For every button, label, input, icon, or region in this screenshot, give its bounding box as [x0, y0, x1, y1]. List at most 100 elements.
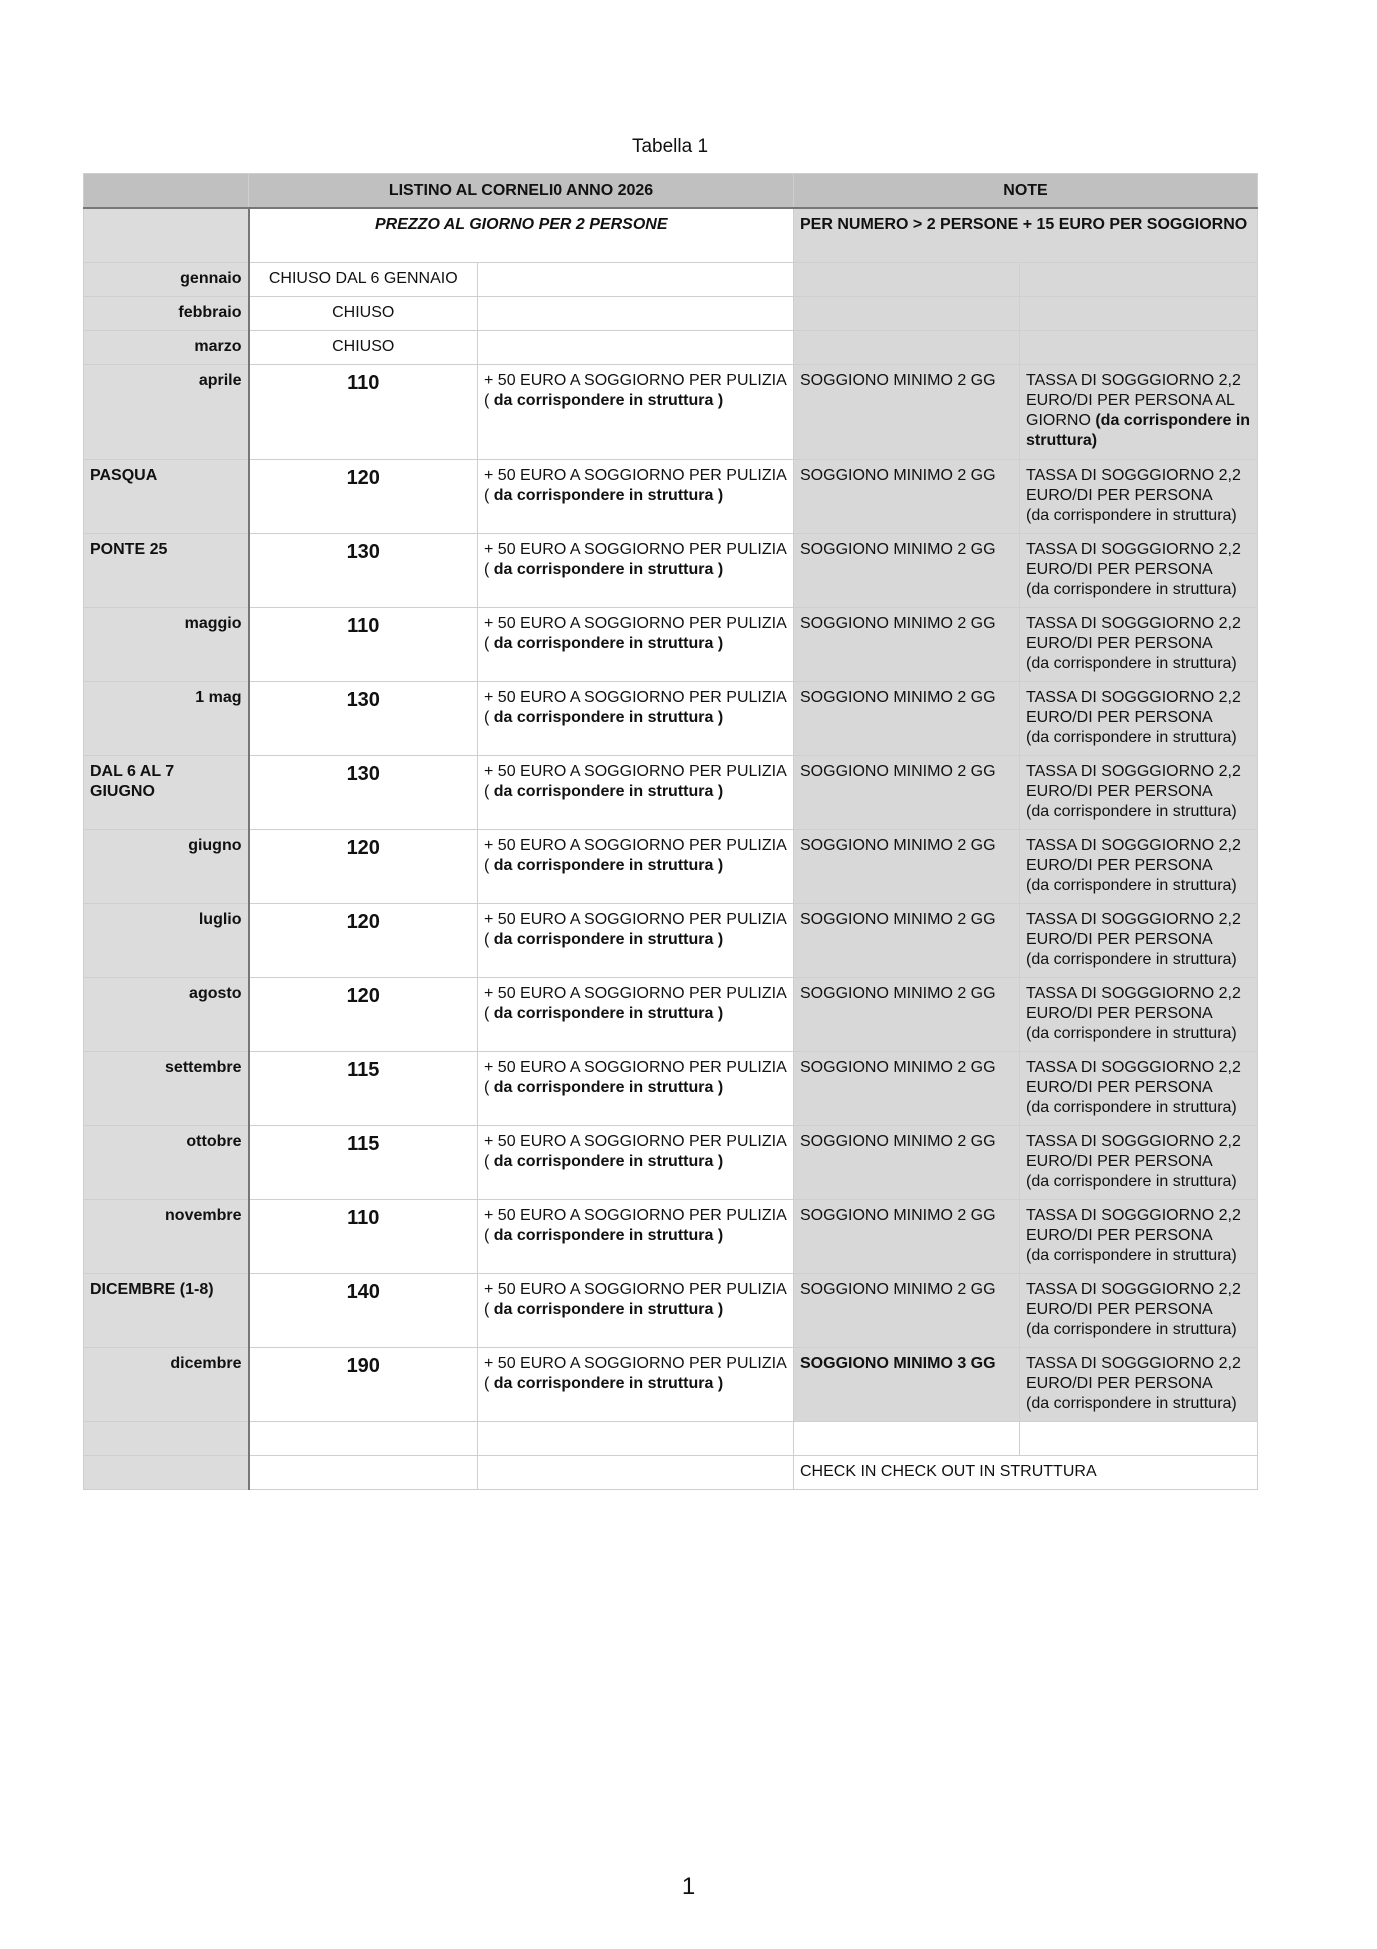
- price-value: 130: [248, 680, 478, 756]
- tax-text: TASSA DI SOGGGIORNO 2,2 EURO/DI PER PERS…: [1026, 836, 1241, 874]
- min-stay: SOGGIONO MINIMO 2 GG: [793, 1272, 1020, 1348]
- period-label: ottobre: [83, 1124, 250, 1200]
- cleaning-fee-note: + 50 EURO A SOGGIORNO PER PULIZIA ( da c…: [477, 976, 794, 1052]
- cleaning-fee-text: + 50 EURO A SOGGIORNO PER PULIZIA (: [484, 1280, 786, 1318]
- price-value: 120: [248, 828, 478, 904]
- cleaning-fee-text: + 50 EURO A SOGGIORNO PER PULIZIA (: [484, 1132, 786, 1170]
- cleaning-fee-text: + 50 EURO A SOGGIORNO PER PULIZIA (: [484, 1206, 786, 1244]
- cleaning-fee-note: + 50 EURO A SOGGIORNO PER PULIZIA ( da c…: [477, 1050, 794, 1126]
- tourist-tax-note: TASSA DI SOGGGIORNO 2,2 EURO/DI PER PERS…: [1018, 1124, 1259, 1200]
- tax-payment: (da corrispondere in struttura): [1026, 728, 1237, 746]
- month-label: febbraio: [83, 295, 250, 331]
- cleaning-fee-payment: da corrispondere in struttura ): [493, 391, 724, 409]
- table-row: luglio 120 + 50 EURO A SOGGIORNO PER PULIZ…: [83, 902, 1259, 978]
- tax-text: TASSA DI SOGGGIORNO 2,2 EURO/DI PER PERS…: [1026, 910, 1241, 948]
- table-row: dicembre 190 + 50 EURO A SOGGIORNO PER PUL…: [83, 1346, 1259, 1422]
- min-stay: SOGGIONO MINIMO 2 GG: [793, 902, 1020, 978]
- price-value: 110: [248, 606, 478, 682]
- period-label: DICEMBRE (1-8): [83, 1272, 250, 1348]
- tax-text: TASSA DI SOGGGIORNO 2,2 EURO/DI PER PERS…: [1026, 1206, 1241, 1244]
- tax-payment: (da corrispondere in struttura): [1026, 876, 1237, 894]
- month-label: gennaio: [83, 261, 250, 297]
- period-label: dicembre: [83, 1346, 250, 1422]
- extra-cell: [477, 295, 794, 331]
- table-row: [83, 1420, 1259, 1456]
- table-row: gennaio CHIUSO DAL 6 GENNAIO: [83, 261, 1259, 297]
- price-value: 190: [248, 1346, 478, 1422]
- empty-cell: [793, 1420, 1020, 1456]
- tax-text: TASSA DI SOGGGIORNO 2,2 EURO/DI PER PERS…: [1026, 1058, 1241, 1096]
- closed-status: CHIUSO: [248, 329, 478, 365]
- min-stay: SOGGIONO MINIMO 2 GG: [793, 976, 1020, 1052]
- table-row: 1 mag 130 + 50 EURO A SOGGIORNO PER PULIZI…: [83, 680, 1259, 756]
- period-label: aprile: [83, 363, 250, 460]
- empty-cell: [83, 1454, 250, 1490]
- price-value: 140: [248, 1272, 478, 1348]
- empty-cell: [83, 1420, 250, 1456]
- min-stay: SOGGIONO MINIMO 2 GG: [793, 1198, 1020, 1274]
- month-label: marzo: [83, 329, 250, 365]
- tax-text: TASSA DI SOGGGIORNO 2,2 EURO/DI PER PERS…: [1026, 371, 1241, 429]
- tax-payment: (da corrispondere in struttura): [1026, 1024, 1237, 1042]
- cleaning-fee-note: + 50 EURO A SOGGIORNO PER PULIZIA ( da c…: [477, 363, 794, 460]
- tax-payment: (da corrispondere in struttura): [1026, 802, 1237, 820]
- min-stay: SOGGIONO MINIMO 2 GG: [793, 363, 1020, 460]
- tax-text: TASSA DI SOGGGIORNO 2,2 EURO/DI PER PERS…: [1026, 1280, 1241, 1318]
- tourist-tax-note: TASSA DI SOGGGIORNO 2,2 EURO/DI PER PERS…: [1018, 754, 1259, 830]
- tax-text: TASSA DI SOGGGIORNO 2,2 EURO/DI PER PERS…: [1026, 688, 1241, 726]
- tax-text: TASSA DI SOGGGIORNO 2,2 EURO/DI PER PERS…: [1026, 984, 1241, 1022]
- min-stay-cell: [793, 295, 1020, 331]
- table-row: ottobre 115 + 50 EURO A SOGGIORNO PER PULI…: [83, 1124, 1259, 1200]
- min-stay: SOGGIONO MINIMO 3 GG: [793, 1346, 1020, 1422]
- subheader-prezzo: PREZZO AL GIORNO PER 2 PERSONE: [248, 207, 794, 263]
- min-stay: SOGGIONO MINIMO 2 GG: [793, 680, 1020, 756]
- cleaning-fee-text: + 50 EURO A SOGGIORNO PER PULIZIA (: [484, 762, 786, 800]
- price-value: 110: [248, 1198, 478, 1274]
- tax-text: TASSA DI SOGGGIORNO 2,2 EURO/DI PER PERS…: [1026, 466, 1241, 504]
- period-label: giugno: [83, 828, 250, 904]
- empty-cell: [248, 1420, 478, 1456]
- table-row: settembre 115 + 50 EURO A SOGGIORNO PER PU…: [83, 1050, 1259, 1126]
- cleaning-fee-payment: da corrispondere in struttura ): [493, 1226, 724, 1244]
- tax-text: TASSA DI SOGGGIORNO 2,2 EURO/DI PER PERS…: [1026, 762, 1241, 800]
- min-stay: SOGGIONO MINIMO 2 GG: [793, 754, 1020, 830]
- cleaning-fee-payment: da corrispondere in struttura ): [493, 1300, 724, 1318]
- min-stay: SOGGIONO MINIMO 2 GG: [793, 458, 1020, 534]
- tax-payment: (da corrispondere in struttura): [1026, 1246, 1237, 1264]
- min-stay-cell: [793, 261, 1020, 297]
- tax-text: TASSA DI SOGGGIORNO 2,2 EURO/DI PER PERS…: [1026, 1354, 1241, 1392]
- cleaning-fee-payment: da corrispondere in struttura ): [493, 486, 724, 504]
- cleaning-fee-text: + 50 EURO A SOGGIORNO PER PULIZIA (: [484, 910, 786, 948]
- tax-payment: (da corrispondere in struttura): [1026, 1394, 1237, 1412]
- cleaning-fee-note: + 50 EURO A SOGGIORNO PER PULIZIA ( da c…: [477, 1124, 794, 1200]
- cleaning-fee-note: + 50 EURO A SOGGIORNO PER PULIZIA ( da c…: [477, 902, 794, 978]
- period-label: PASQUA: [83, 458, 250, 534]
- tax-payment: (da corrispondere in struttura): [1026, 506, 1237, 524]
- cleaning-fee-note: + 50 EURO A SOGGIORNO PER PULIZIA ( da c…: [477, 532, 794, 608]
- tourist-tax-note: TASSA DI SOGGGIORNO 2,2 EURO/DI PER PERS…: [1018, 606, 1259, 682]
- tax-payment: (da corrispondere in struttura): [1026, 411, 1251, 449]
- tax-payment: (da corrispondere in struttura): [1026, 580, 1237, 598]
- period-label: luglio: [83, 902, 250, 978]
- table-row: maggio 110 + 50 EURO A SOGGIORNO PER PULIZ…: [83, 606, 1259, 682]
- period-label: agosto: [83, 976, 250, 1052]
- tourist-tax-note: TASSA DI SOGGGIORNO 2,2 EURO/DI PER PERS…: [1018, 532, 1259, 608]
- cleaning-fee-text: + 50 EURO A SOGGIORNO PER PULIZIA (: [484, 466, 786, 504]
- table-row: febbraio CHIUSO: [83, 295, 1259, 331]
- cleaning-fee-note: + 50 EURO A SOGGIORNO PER PULIZIA ( da c…: [477, 458, 794, 534]
- tax-payment: (da corrispondere in struttura): [1026, 1320, 1237, 1338]
- price-value: 120: [248, 458, 478, 534]
- min-stay-cell: [793, 329, 1020, 365]
- table-row: giugno 120 + 50 EURO A SOGGIORNO PER PULIZ…: [83, 828, 1259, 904]
- cleaning-fee-note: + 50 EURO A SOGGIORNO PER PULIZIA ( da c…: [477, 754, 794, 830]
- tourist-tax-note: TASSA DI SOGGGIORNO 2,2 EURO/DI PER PERS…: [1018, 680, 1259, 756]
- period-label: PONTE 25: [83, 532, 250, 608]
- cleaning-fee-note: + 50 EURO A SOGGIORNO PER PULIZIA ( da c…: [477, 828, 794, 904]
- tax-text: TASSA DI SOGGGIORNO 2,2 EURO/DI PER PERS…: [1026, 614, 1241, 652]
- tourist-tax-note: TASSA DI SOGGGIORNO 2,2 EURO/DI PER PERS…: [1018, 1198, 1259, 1274]
- tourist-tax-note: TASSA DI SOGGGIORNO 2,2 EURO/DI PER PERS…: [1018, 976, 1259, 1052]
- cleaning-fee-payment: da corrispondere in struttura ): [493, 708, 724, 726]
- cleaning-fee-text: + 50 EURO A SOGGIORNO PER PULIZIA (: [484, 371, 786, 409]
- tax-cell: [1018, 329, 1259, 365]
- closed-status: CHIUSO: [248, 295, 478, 331]
